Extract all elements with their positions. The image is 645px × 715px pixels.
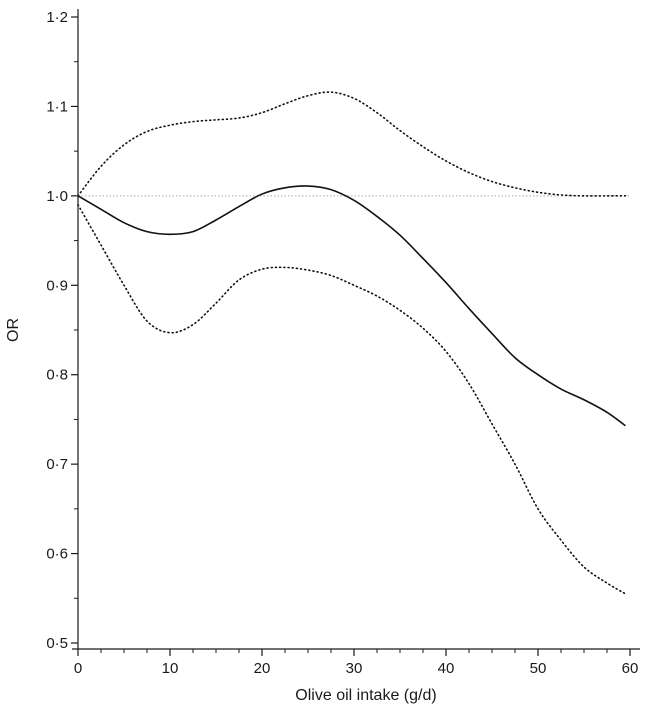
x-tick-label: 10 <box>162 660 179 677</box>
tick-layer: 0·5 0·6 0·7 0·8 0·9 1·0 1·1 1·2 0 10 20 30 40 50 60 <box>46 9 638 677</box>
x-tick-label: 60 <box>622 660 639 677</box>
y-tick-label: 0·9 <box>46 277 68 294</box>
y-tick-label: 1·2 <box>46 9 68 26</box>
y-tick-label: 0·5 <box>46 635 68 652</box>
x-axis-title: Olive oil intake (g/d) <box>295 687 436 704</box>
y-tick-label: 1·0 <box>46 188 68 205</box>
x-tick-label: 40 <box>438 660 455 677</box>
series-line-ci-2 <box>77 204 627 595</box>
series-line-or <box>77 185 626 427</box>
y-tick-label: 1·1 <box>46 98 68 115</box>
x-tick-label: 0 <box>74 660 82 677</box>
axes <box>72 9 640 650</box>
y-axis-title: OR <box>5 318 22 342</box>
y-tick-label: 0·8 <box>46 367 68 384</box>
series-layer <box>77 91 627 595</box>
x-tick-label: 50 <box>530 660 547 677</box>
series-line-ci-1 <box>77 91 627 197</box>
x-tick-label: 20 <box>254 660 271 677</box>
x-tick-label: 30 <box>346 660 363 677</box>
y-tick-label: 0·6 <box>46 546 68 563</box>
y-tick-label: 0·7 <box>46 456 68 473</box>
